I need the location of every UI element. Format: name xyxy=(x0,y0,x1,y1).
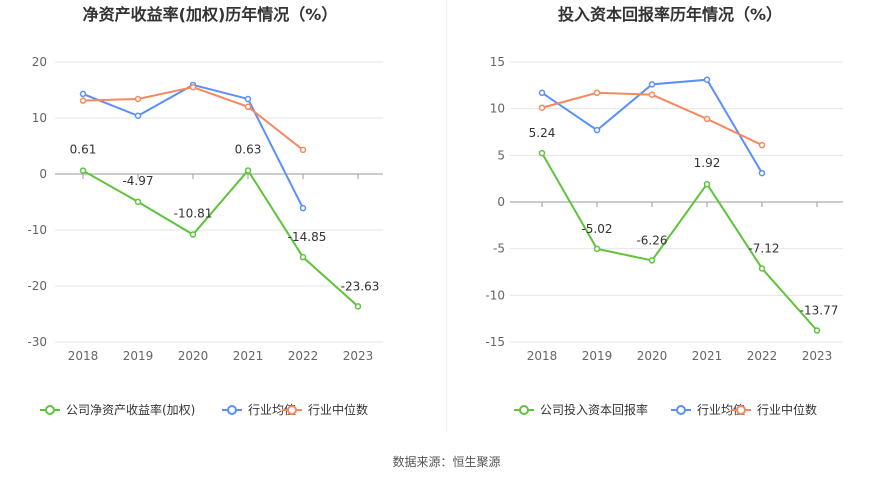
data-label: -14.85 xyxy=(288,230,327,244)
data-point xyxy=(703,115,711,123)
legend-label: 公司投入资本回报率 xyxy=(540,402,648,417)
series-line-company xyxy=(82,168,359,308)
legend-item: 公司净资产收益率(加权) xyxy=(40,402,195,417)
x-tick-label: 2022 xyxy=(288,349,319,363)
roe-chart-panel: 净资产收益率(加权)历年情况（%） 20 10 0 -10 -20 -30 2018 2019 2… xyxy=(27,5,383,417)
y-tick-label: -10 xyxy=(485,288,505,302)
data-label: -6.26 xyxy=(636,233,667,247)
y-tick-label: 10 xyxy=(32,111,47,125)
x-tick-label: 2019 xyxy=(123,349,154,363)
data-point xyxy=(593,89,601,97)
data-point xyxy=(758,141,766,149)
x-tick-label: 2019 xyxy=(582,349,613,363)
x-tick-label: 2023 xyxy=(343,349,374,363)
data-label: -23.63 xyxy=(341,279,380,293)
y-tick-label: 15 xyxy=(490,55,505,69)
data-point xyxy=(648,257,656,264)
data-point xyxy=(189,83,197,91)
series-line-company xyxy=(541,152,818,332)
data-label: 1.92 xyxy=(694,156,721,170)
y-tick-label: 0 xyxy=(497,195,505,209)
chart-title: 净资产收益率(加权)历年情况（%） xyxy=(83,5,338,24)
legend-item: 行业均值 xyxy=(222,402,296,417)
data-point xyxy=(299,204,307,212)
data-label: -5.02 xyxy=(581,222,612,236)
data-point xyxy=(813,327,821,334)
legend-label: 公司净资产收益率(加权) xyxy=(66,402,195,417)
legend-swatch-marker xyxy=(45,405,55,415)
y-tick-label: 20 xyxy=(32,55,47,69)
data-point xyxy=(703,180,711,188)
chart-title: 投入资本回报率历年情况（%） xyxy=(558,5,782,24)
y-tick-label: 0 xyxy=(39,167,47,181)
data-point xyxy=(299,146,307,154)
y-tick-label: 5 xyxy=(497,148,505,162)
data-point xyxy=(538,89,546,97)
legend-item: 行业均值 xyxy=(671,402,745,417)
legend-label: 行业均值 xyxy=(248,402,296,417)
legend-swatch-marker xyxy=(736,405,746,415)
legend-item: 行业中位数 xyxy=(282,402,368,417)
y-tick-label: -5 xyxy=(493,242,505,256)
data-point xyxy=(648,81,656,88)
x-tick-label: 2021 xyxy=(692,349,723,363)
legend-item: 行业中位数 xyxy=(731,402,817,417)
legend-label: 行业中位数 xyxy=(308,402,368,417)
legend-swatch-marker xyxy=(519,405,529,415)
x-tick-label: 2018 xyxy=(68,349,99,363)
y-tick-label: -15 xyxy=(485,335,505,349)
data-point xyxy=(134,198,142,206)
data-point xyxy=(79,90,87,98)
data-point xyxy=(134,95,142,103)
data-label: 0.63 xyxy=(235,142,262,156)
data-point xyxy=(189,231,197,238)
data-label: 5.24 xyxy=(529,126,556,140)
data-point xyxy=(758,265,766,272)
y-tick-label: -20 xyxy=(27,279,47,293)
legend-label: 行业均值 xyxy=(697,402,745,417)
data-label: -7.12 xyxy=(748,241,779,255)
data-label: -13.77 xyxy=(800,304,839,318)
roic-chart-panel: 投入资本回报率历年情况（%） 15 10 5 0 -5 -10 -15 2018 2019 2020… xyxy=(485,5,843,417)
data-point xyxy=(134,112,142,120)
data-point xyxy=(244,103,252,111)
x-tick-label: 2021 xyxy=(233,349,264,363)
legend-swatch-marker xyxy=(287,405,297,415)
data-point xyxy=(354,303,362,310)
x-tick-label: 2018 xyxy=(527,349,558,363)
y-tick-label: -30 xyxy=(27,335,47,349)
data-label: 0.61 xyxy=(70,143,97,157)
data-point xyxy=(538,149,546,157)
data-point xyxy=(79,167,87,174)
x-tick-label: 2020 xyxy=(637,349,668,363)
data-label: -10.81 xyxy=(174,207,213,221)
x-tick-label: 2022 xyxy=(747,349,778,363)
x-tick-label: 2020 xyxy=(178,349,209,363)
data-point xyxy=(758,169,766,177)
data-point xyxy=(703,76,711,83)
x-tick-label: 2023 xyxy=(802,349,833,363)
y-tick-label: -10 xyxy=(27,223,47,237)
data-point xyxy=(299,253,307,261)
data-label: -4.97 xyxy=(122,174,153,188)
data-point xyxy=(648,91,656,98)
data-source-note: 数据来源：恒生聚源 xyxy=(392,454,500,469)
data-point xyxy=(593,126,601,134)
legend-item: 公司投入资本回报率 xyxy=(514,402,648,417)
data-point xyxy=(244,167,252,174)
data-point xyxy=(593,245,601,253)
data-point xyxy=(244,95,252,103)
legend-swatch-marker xyxy=(227,405,237,415)
legend-swatch-marker xyxy=(676,405,686,415)
y-tick-label: 10 xyxy=(490,102,505,116)
data-point xyxy=(538,104,546,111)
data-point xyxy=(79,97,87,104)
legend-label: 行业中位数 xyxy=(757,402,817,417)
